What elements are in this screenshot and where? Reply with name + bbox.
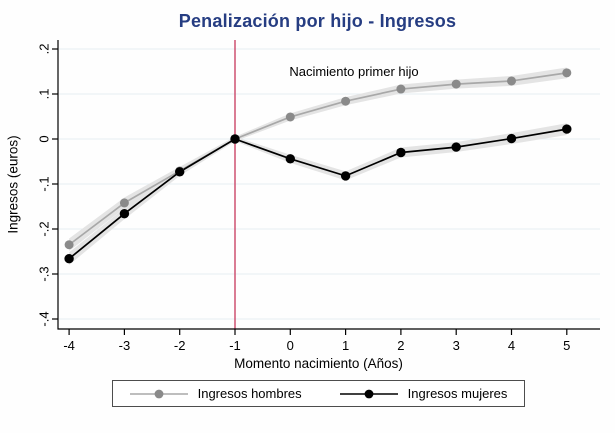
marker-mujeres <box>175 167 185 177</box>
marker-mujeres <box>396 147 406 158</box>
marker-hombres <box>507 76 516 86</box>
confidence-band-hombres <box>69 67 567 252</box>
x-tick-label: -3 <box>119 338 131 353</box>
x-tick-label: 1 <box>342 338 349 353</box>
marker-hombres <box>562 68 572 78</box>
x-tick-label: -1 <box>229 338 241 353</box>
y-tick-label: -.3 <box>37 266 52 281</box>
men-line-sample-icon <box>129 389 188 398</box>
women-line-sample-icon <box>339 389 398 398</box>
x-tick-label: 4 <box>508 338 515 353</box>
legend-label-hombres: Ingresos hombres <box>197 386 302 401</box>
x-tick-label: -4 <box>63 338 75 353</box>
x-tick-label: 0 <box>287 338 294 353</box>
x-tick-label: 2 <box>397 338 404 353</box>
marker-hombres <box>451 79 461 89</box>
marker-hombres <box>64 240 74 250</box>
marker-mujeres <box>64 254 74 264</box>
marker-mujeres <box>562 124 572 134</box>
y-tick-label: .1 <box>37 89 52 100</box>
marker-mujeres <box>285 154 295 164</box>
marker-hombres <box>119 198 129 208</box>
y-tick-label: .2 <box>37 44 52 55</box>
series-line-hombres <box>68 72 567 246</box>
y-tick-label: -.4 <box>37 311 52 326</box>
marker-mujeres <box>230 134 240 144</box>
men-sample-dot <box>154 389 164 398</box>
y-tick-label: -.1 <box>37 176 52 191</box>
y-tick-label: 0 <box>37 135 52 142</box>
legend-item-hombres: Ingresos hombres <box>129 386 302 401</box>
chart-title: Penalización por hijo - Ingresos <box>178 11 457 31</box>
legend-item-mujeres: Ingresos mujeres <box>339 386 508 401</box>
marker-mujeres <box>506 133 517 144</box>
marker-mujeres <box>119 209 130 219</box>
y-tick-label: -.2 <box>37 221 52 236</box>
x-axis-title: Momento nacimiento (Años) <box>234 356 403 371</box>
x-tick-label: -2 <box>174 338 186 353</box>
marker-hombres <box>396 84 406 94</box>
legend-label-mujeres: Ingresos mujeres <box>407 386 508 401</box>
x-tick-label: 3 <box>453 338 460 353</box>
first-birth-annotation: Nacimiento primer hijo <box>289 64 419 79</box>
marker-hombres <box>341 96 351 106</box>
marker-mujeres <box>340 171 351 181</box>
y-axis-title: Ingresos (euros) <box>5 135 21 234</box>
series-line-mujeres <box>68 128 567 260</box>
legend: Ingresos hombres Ingresos mujeres <box>112 380 525 407</box>
marker-hombres <box>285 112 295 122</box>
women-sample-dot <box>364 389 374 398</box>
x-tick-label: 5 <box>563 338 570 353</box>
marker-mujeres <box>451 142 461 152</box>
